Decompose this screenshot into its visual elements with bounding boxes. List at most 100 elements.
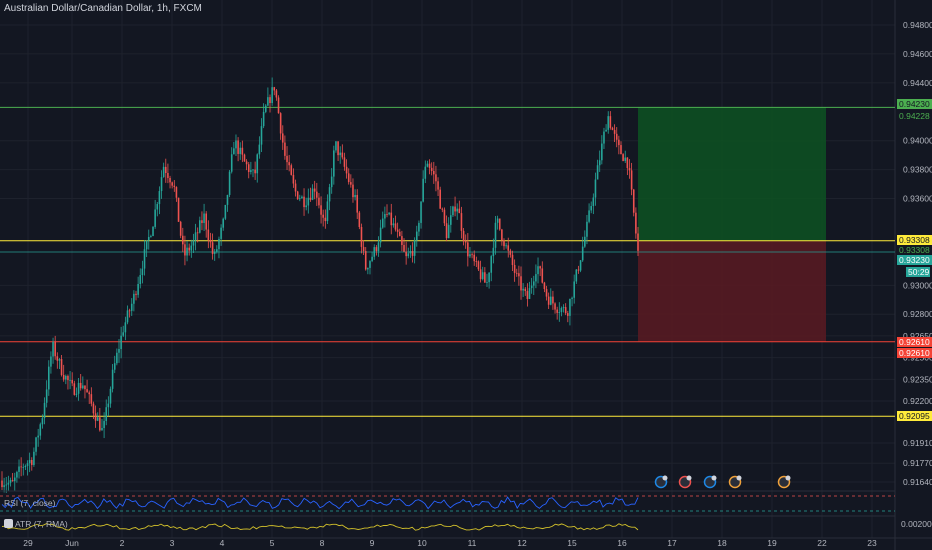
candle-body xyxy=(494,222,497,248)
candle-body xyxy=(350,182,352,185)
candle-body xyxy=(322,214,324,218)
candle-body xyxy=(430,167,433,171)
candle-body xyxy=(152,226,154,237)
event-badge-icon xyxy=(785,475,791,481)
candle-body xyxy=(173,185,176,188)
candle-body xyxy=(420,201,422,223)
candle-body xyxy=(479,269,482,280)
candle-body xyxy=(345,166,348,174)
candle-body xyxy=(390,212,393,226)
candle-body xyxy=(618,139,620,146)
price-tick-label: 0.93800 xyxy=(903,165,932,175)
candle-body xyxy=(520,276,522,291)
candle-body xyxy=(194,232,197,241)
candle-body xyxy=(192,240,195,246)
candle-body xyxy=(515,272,518,274)
candle-body xyxy=(577,269,580,271)
candle-body xyxy=(356,194,359,213)
time-tick-label: 17 xyxy=(667,538,677,548)
candle-body xyxy=(505,245,507,247)
candle-body xyxy=(82,385,84,389)
candle-body xyxy=(188,247,190,251)
price-tag-bg xyxy=(897,111,932,121)
price-axis[interactable]: 0.94800 0.94600 0.94400 0.94000 0.93800 0.936… xyxy=(897,20,932,529)
candle-body xyxy=(296,191,299,200)
candle-body xyxy=(452,206,454,216)
candle-body xyxy=(56,356,59,361)
time-tick-label: 9 xyxy=(370,538,375,548)
candle-body xyxy=(601,143,603,161)
time-axis[interactable]: 29 Jun 2 3 4 5 8 9 10 11 12 15 16 17 18 19 22 23 xyxy=(23,538,877,548)
candle-body xyxy=(216,249,218,252)
candle-body xyxy=(175,187,178,198)
candle-body xyxy=(369,261,371,268)
candle-body xyxy=(111,369,114,389)
candle-body xyxy=(620,145,622,155)
horizontal-lines xyxy=(0,106,895,417)
candle-body xyxy=(435,174,437,182)
price-tick-label: 0.92650 xyxy=(903,331,932,341)
loss-zone xyxy=(638,240,826,342)
candle-body xyxy=(362,246,365,252)
candle-body xyxy=(396,229,399,232)
candle-body xyxy=(281,133,284,143)
candle-body xyxy=(613,129,616,134)
candle-body xyxy=(581,246,584,261)
candle-body xyxy=(371,256,373,262)
candle-body xyxy=(562,307,565,309)
candle-body xyxy=(316,191,318,198)
candle-body xyxy=(605,129,607,132)
candle-body xyxy=(275,90,278,98)
time-tick-label: 11 xyxy=(468,538,477,548)
candle-body xyxy=(488,272,490,283)
time-tick-label: 12 xyxy=(517,538,527,548)
price-tick-label: 0.94400 xyxy=(903,78,932,88)
time-tick-label: 19 xyxy=(767,538,777,548)
price-tag-label: 0.92610 xyxy=(899,337,930,347)
candle-body xyxy=(377,242,380,252)
candle-body xyxy=(567,313,569,316)
candle-body xyxy=(464,241,467,243)
candle-body xyxy=(99,417,101,431)
candle-body xyxy=(543,282,546,290)
time-tick-label: 5 xyxy=(270,538,275,548)
chart-title: Australian Dollar/Canadian Dollar, 1h, F… xyxy=(4,3,202,14)
candle-body xyxy=(7,482,10,485)
event-badge-icon xyxy=(711,475,717,481)
candle-body xyxy=(5,484,8,486)
candle-body xyxy=(511,254,514,265)
atr-label[interactable]: ATR (7, RMA) xyxy=(4,519,68,529)
price-tick-label: 0.91910 xyxy=(903,438,932,448)
candle-body xyxy=(286,155,288,163)
candle-body xyxy=(528,288,531,299)
candle-body xyxy=(415,231,418,241)
candle-body xyxy=(532,281,535,286)
candle-body xyxy=(441,208,444,210)
candle-body xyxy=(573,281,575,298)
candle-body xyxy=(50,356,52,367)
candle-body xyxy=(462,230,465,242)
candle-body xyxy=(558,311,561,313)
candle-body xyxy=(598,160,601,166)
price-tick-label: 0.93600 xyxy=(903,194,932,204)
candle-body xyxy=(171,182,173,186)
candle-body xyxy=(207,229,210,241)
rsi-label[interactable]: RSI (7, close) xyxy=(4,498,56,508)
event-markers[interactable] xyxy=(654,475,791,489)
candle-body xyxy=(226,194,229,205)
candle-body xyxy=(190,245,193,251)
time-tick-label: 23 xyxy=(867,538,877,548)
candle-body xyxy=(30,460,33,465)
candle-body xyxy=(313,188,316,192)
candle-body xyxy=(445,223,448,239)
candle-body xyxy=(150,236,152,237)
atr-eye-icon[interactable] xyxy=(4,519,13,528)
candle-body xyxy=(120,335,122,350)
candle-body xyxy=(343,157,346,167)
candle-body xyxy=(384,214,386,219)
candle-body xyxy=(458,208,461,214)
position-zones xyxy=(638,107,826,342)
candle-body xyxy=(250,170,252,173)
price-tick-label: 0.92800 xyxy=(903,309,932,319)
